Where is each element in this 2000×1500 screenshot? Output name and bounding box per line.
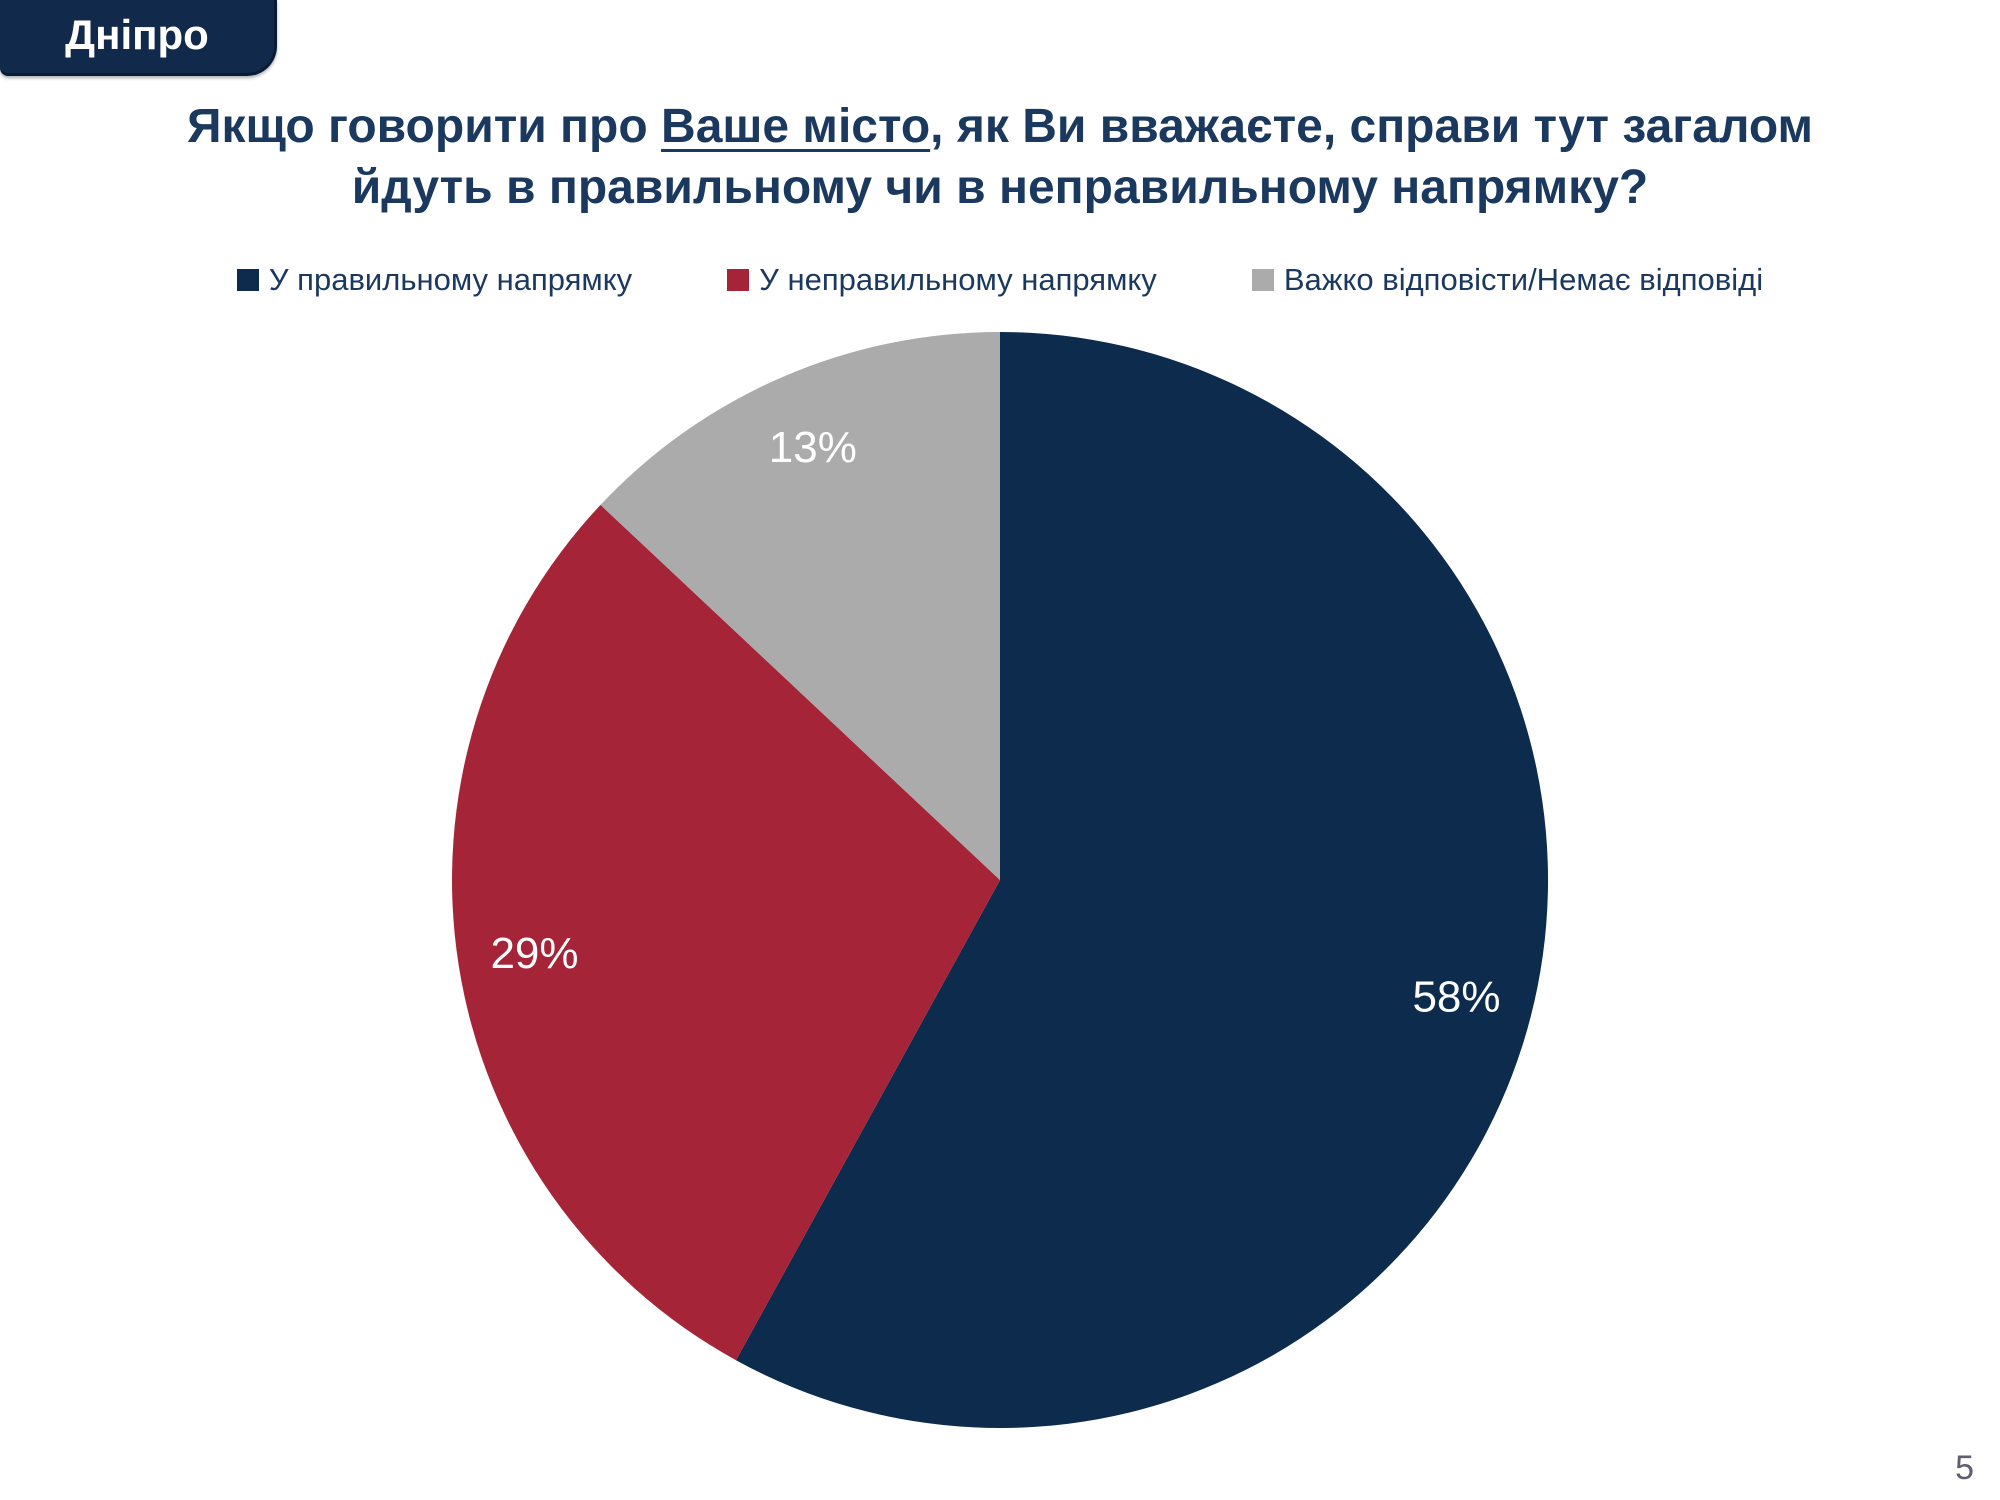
pie-value-label: 58% xyxy=(1412,973,1500,1022)
pie-chart: 58% 29% 13% xyxy=(452,332,1549,1428)
page-number: 5 xyxy=(1955,1449,1974,1487)
title-text-suffix: , як Ви вважаєте, справи тут загалом xyxy=(930,100,1814,153)
title-text-prefix: Якщо говорити про xyxy=(186,100,662,153)
question-title-line2: йдуть в правильному чи в неправильному н… xyxy=(351,161,1649,215)
legend-label: У неправильному напрямку xyxy=(759,262,1157,297)
legend-swatch xyxy=(1251,269,1274,292)
legend-label: У правильному напрямку xyxy=(268,262,633,297)
underlined-phrase: Ваше місто xyxy=(661,100,931,153)
legend-swatch xyxy=(727,269,750,292)
pie-value-label: 13% xyxy=(769,423,857,472)
legend-swatch xyxy=(236,269,259,292)
legend-item: У правильному напрямку xyxy=(236,262,633,297)
pie-value-label: 29% xyxy=(490,929,578,978)
chart-legend: У правильному напрямку У неправильному на… xyxy=(0,262,2000,297)
pie-slice-1 xyxy=(736,332,1549,1428)
legend-item: У неправильному напрямку xyxy=(727,262,1157,297)
pie-slice-2 xyxy=(452,504,1000,1361)
legend-label: Важко відповісти/Немає відповіді xyxy=(1283,262,1764,297)
question-title: Якщо говорити про Ваше місто, як Ви вваж… xyxy=(50,96,1950,219)
question-title-line1: Якщо говорити про Ваше місто, як Ви вваж… xyxy=(50,96,1950,157)
pie-slice-3 xyxy=(600,332,1000,880)
legend-item: Важко відповісти/Немає відповіді xyxy=(1251,262,1764,297)
city-badge: Дніпро xyxy=(0,0,277,76)
city-badge-label: Дніпро xyxy=(65,10,209,58)
